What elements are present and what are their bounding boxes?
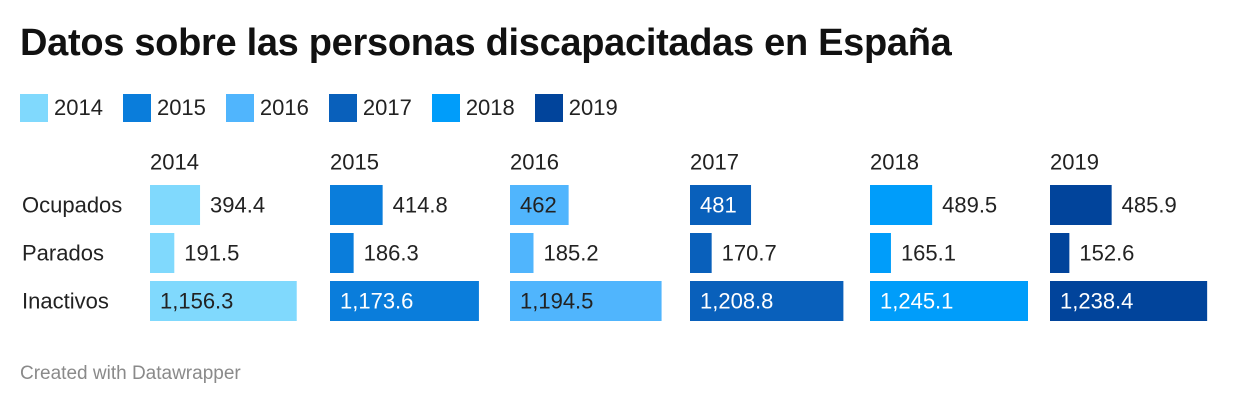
legend-item-2018: 2018 xyxy=(431,94,515,122)
panel-header: 2014 xyxy=(150,150,199,175)
bar xyxy=(150,281,297,321)
data-label: 1,245.1 xyxy=(880,289,953,314)
data-label: 186.3 xyxy=(364,241,419,266)
bar xyxy=(870,281,1028,321)
legend-label: 2014 xyxy=(54,95,103,120)
bar xyxy=(690,185,752,225)
legend-label: 2019 xyxy=(568,95,618,120)
legend-label: 2016 xyxy=(259,95,309,120)
data-label: 185.2 xyxy=(544,241,599,266)
category-label: Inactivos xyxy=(22,289,109,314)
data-label: 462 xyxy=(520,193,557,218)
data-label: 485.9 xyxy=(1122,193,1177,218)
category-label: Parados xyxy=(22,241,104,266)
data-label: 489.5 xyxy=(942,193,997,218)
bar xyxy=(690,233,712,273)
data-label: 1,173.6 xyxy=(340,289,413,314)
data-label: 191.5 xyxy=(184,241,239,266)
bar xyxy=(870,233,891,273)
category-label: Ocupados xyxy=(22,193,122,218)
legend-swatch xyxy=(225,94,254,122)
data-label: 481 xyxy=(700,193,737,218)
legend-swatch xyxy=(534,94,563,122)
legend-item-2017: 2017 xyxy=(328,94,412,122)
bar xyxy=(1050,281,1208,321)
legend-item-2019: 2019 xyxy=(534,94,618,122)
chart-title: Datos sobre las personas discapacitadas … xyxy=(20,22,952,64)
bar xyxy=(1050,185,1112,225)
panel-header: 2015 xyxy=(330,150,379,175)
legend-item-2016: 2016 xyxy=(225,94,309,122)
legend-swatch xyxy=(328,94,357,122)
data-label: 1,194.5 xyxy=(520,289,593,314)
bar xyxy=(510,281,662,321)
data-label: 170.7 xyxy=(722,241,777,266)
bar xyxy=(330,185,383,225)
legend-label: 2018 xyxy=(465,95,515,120)
bar xyxy=(330,233,354,273)
bar xyxy=(510,233,534,273)
bar xyxy=(150,185,201,225)
data-label: 1,238.4 xyxy=(1060,289,1133,314)
legend-item-2014: 2014 xyxy=(20,94,103,122)
data-label: 414.8 xyxy=(393,193,448,218)
panel-header: 2016 xyxy=(510,150,559,175)
bar xyxy=(1050,233,1070,273)
panel-header: 2017 xyxy=(690,150,739,175)
panel-header: 2018 xyxy=(870,150,919,175)
data-label: 1,156.3 xyxy=(160,289,233,314)
legend-swatch xyxy=(122,94,151,122)
legend-item-2015: 2015 xyxy=(122,94,206,122)
legend-swatch xyxy=(431,94,460,122)
legend-swatch xyxy=(20,94,48,122)
legend: 2014 2015 2016 2017 2018 2019 xyxy=(20,94,638,122)
legend-label: 2015 xyxy=(156,95,206,120)
data-label: 165.1 xyxy=(901,241,956,266)
panel-header: 2019 xyxy=(1050,150,1099,175)
bar xyxy=(510,185,569,225)
data-label: 394.4 xyxy=(210,193,265,218)
bar xyxy=(150,233,175,273)
legend-label: 2017 xyxy=(362,95,412,120)
data-label: 152.6 xyxy=(1079,241,1134,266)
bar xyxy=(690,281,844,321)
bar xyxy=(330,281,479,321)
bar xyxy=(870,185,933,225)
footer-credit: Created with Datawrapper xyxy=(20,363,241,384)
data-label: 1,208.8 xyxy=(700,289,773,314)
